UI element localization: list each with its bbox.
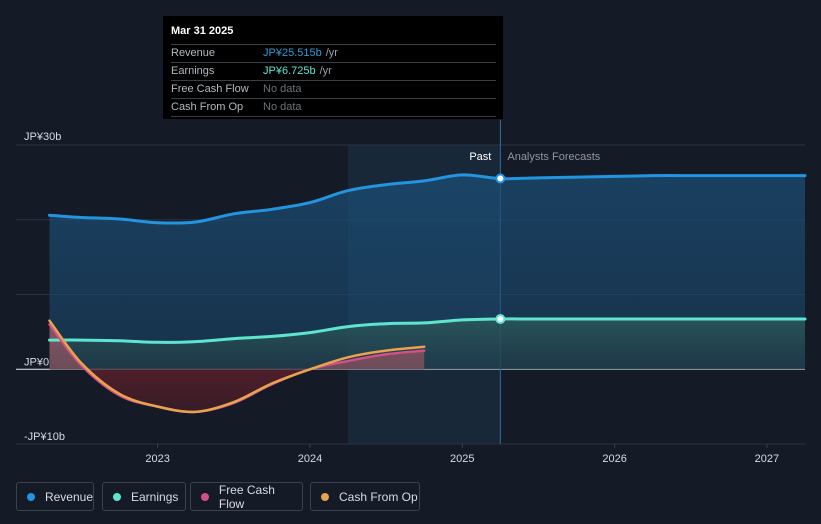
earnings-area bbox=[49, 318, 805, 370]
tooltip-label: Cash From Op bbox=[171, 101, 244, 113]
tooltip-value: JP¥25.515b bbox=[263, 47, 322, 59]
tooltip-label: Revenue bbox=[171, 47, 216, 59]
x-tick-label: 2027 bbox=[755, 453, 779, 465]
revenue-line bbox=[48, 173, 807, 225]
y-tick-label: JP¥30b bbox=[24, 131, 61, 143]
tooltip-label: Free Cash Flow bbox=[171, 83, 249, 95]
legend-label: Revenue bbox=[44, 489, 93, 504]
free-cash-flow-positive-area bbox=[49, 324, 425, 370]
tooltip-row-free-cash-flow: Free Cash Flow No data bbox=[171, 80, 496, 98]
x-tick-label: 2026 bbox=[602, 453, 626, 465]
legend-item-cash-from-op[interactable]: Cash From Op bbox=[310, 482, 420, 511]
earnings-highlight-point bbox=[495, 313, 506, 324]
legend-label: Earnings bbox=[131, 489, 179, 504]
revenue-dot-icon bbox=[27, 492, 35, 501]
forecast-label: Analysts Forecasts bbox=[507, 151, 600, 163]
tooltip-value: JP¥6.725b bbox=[263, 65, 316, 77]
tooltip-unit: /yr bbox=[325, 47, 338, 59]
tooltip-unit: /yr bbox=[319, 65, 332, 77]
x-tick-label: 2025 bbox=[450, 453, 474, 465]
x-tick-label: 2024 bbox=[298, 453, 322, 465]
legend-item-free-cash-flow[interactable]: Free Cash Flow bbox=[190, 482, 303, 511]
tooltip: Mar 31 2025 Revenue JP¥25.515b /yr Earni… bbox=[163, 16, 503, 119]
y-tick-label: JP¥0 bbox=[24, 356, 49, 368]
tooltip-row-cash-from-op: Cash From Op No data bbox=[171, 98, 496, 117]
x-tick-label: 2023 bbox=[145, 453, 169, 465]
tooltip-date: Mar 31 2025 bbox=[171, 25, 234, 37]
cash-from-op-line bbox=[48, 319, 426, 414]
past-label: Past bbox=[469, 151, 491, 163]
earnings-dot-icon bbox=[113, 492, 121, 501]
tooltip-row-earnings: Earnings JP¥6.725b /yr bbox=[171, 62, 496, 80]
earnings-line bbox=[48, 317, 807, 344]
tooltip-row-revenue: Revenue JP¥25.515b /yr bbox=[171, 44, 496, 62]
cash-from-op-dot-icon bbox=[321, 492, 329, 501]
chart: JP¥30b JP¥0 -JP¥10b 2023 2024 2025 2026 2027 Pas… bbox=[16, 120, 807, 465]
free-cash-flow-area bbox=[49, 324, 425, 412]
free-cash-flow-dot-icon bbox=[201, 492, 209, 501]
tooltip-label: Earnings bbox=[171, 65, 215, 77]
tooltip-value: No data bbox=[263, 101, 302, 113]
legend-label: Free Cash Flow bbox=[218, 482, 275, 511]
tooltip-value: No data bbox=[263, 83, 302, 95]
y-tick-label: -JP¥10b bbox=[24, 431, 65, 443]
revenue-highlight-point bbox=[495, 173, 506, 184]
legend-item-earnings[interactable]: Earnings bbox=[102, 482, 186, 511]
legend-item-revenue[interactable]: Revenue bbox=[16, 482, 94, 511]
legend-label: Cash From Op bbox=[339, 489, 418, 504]
